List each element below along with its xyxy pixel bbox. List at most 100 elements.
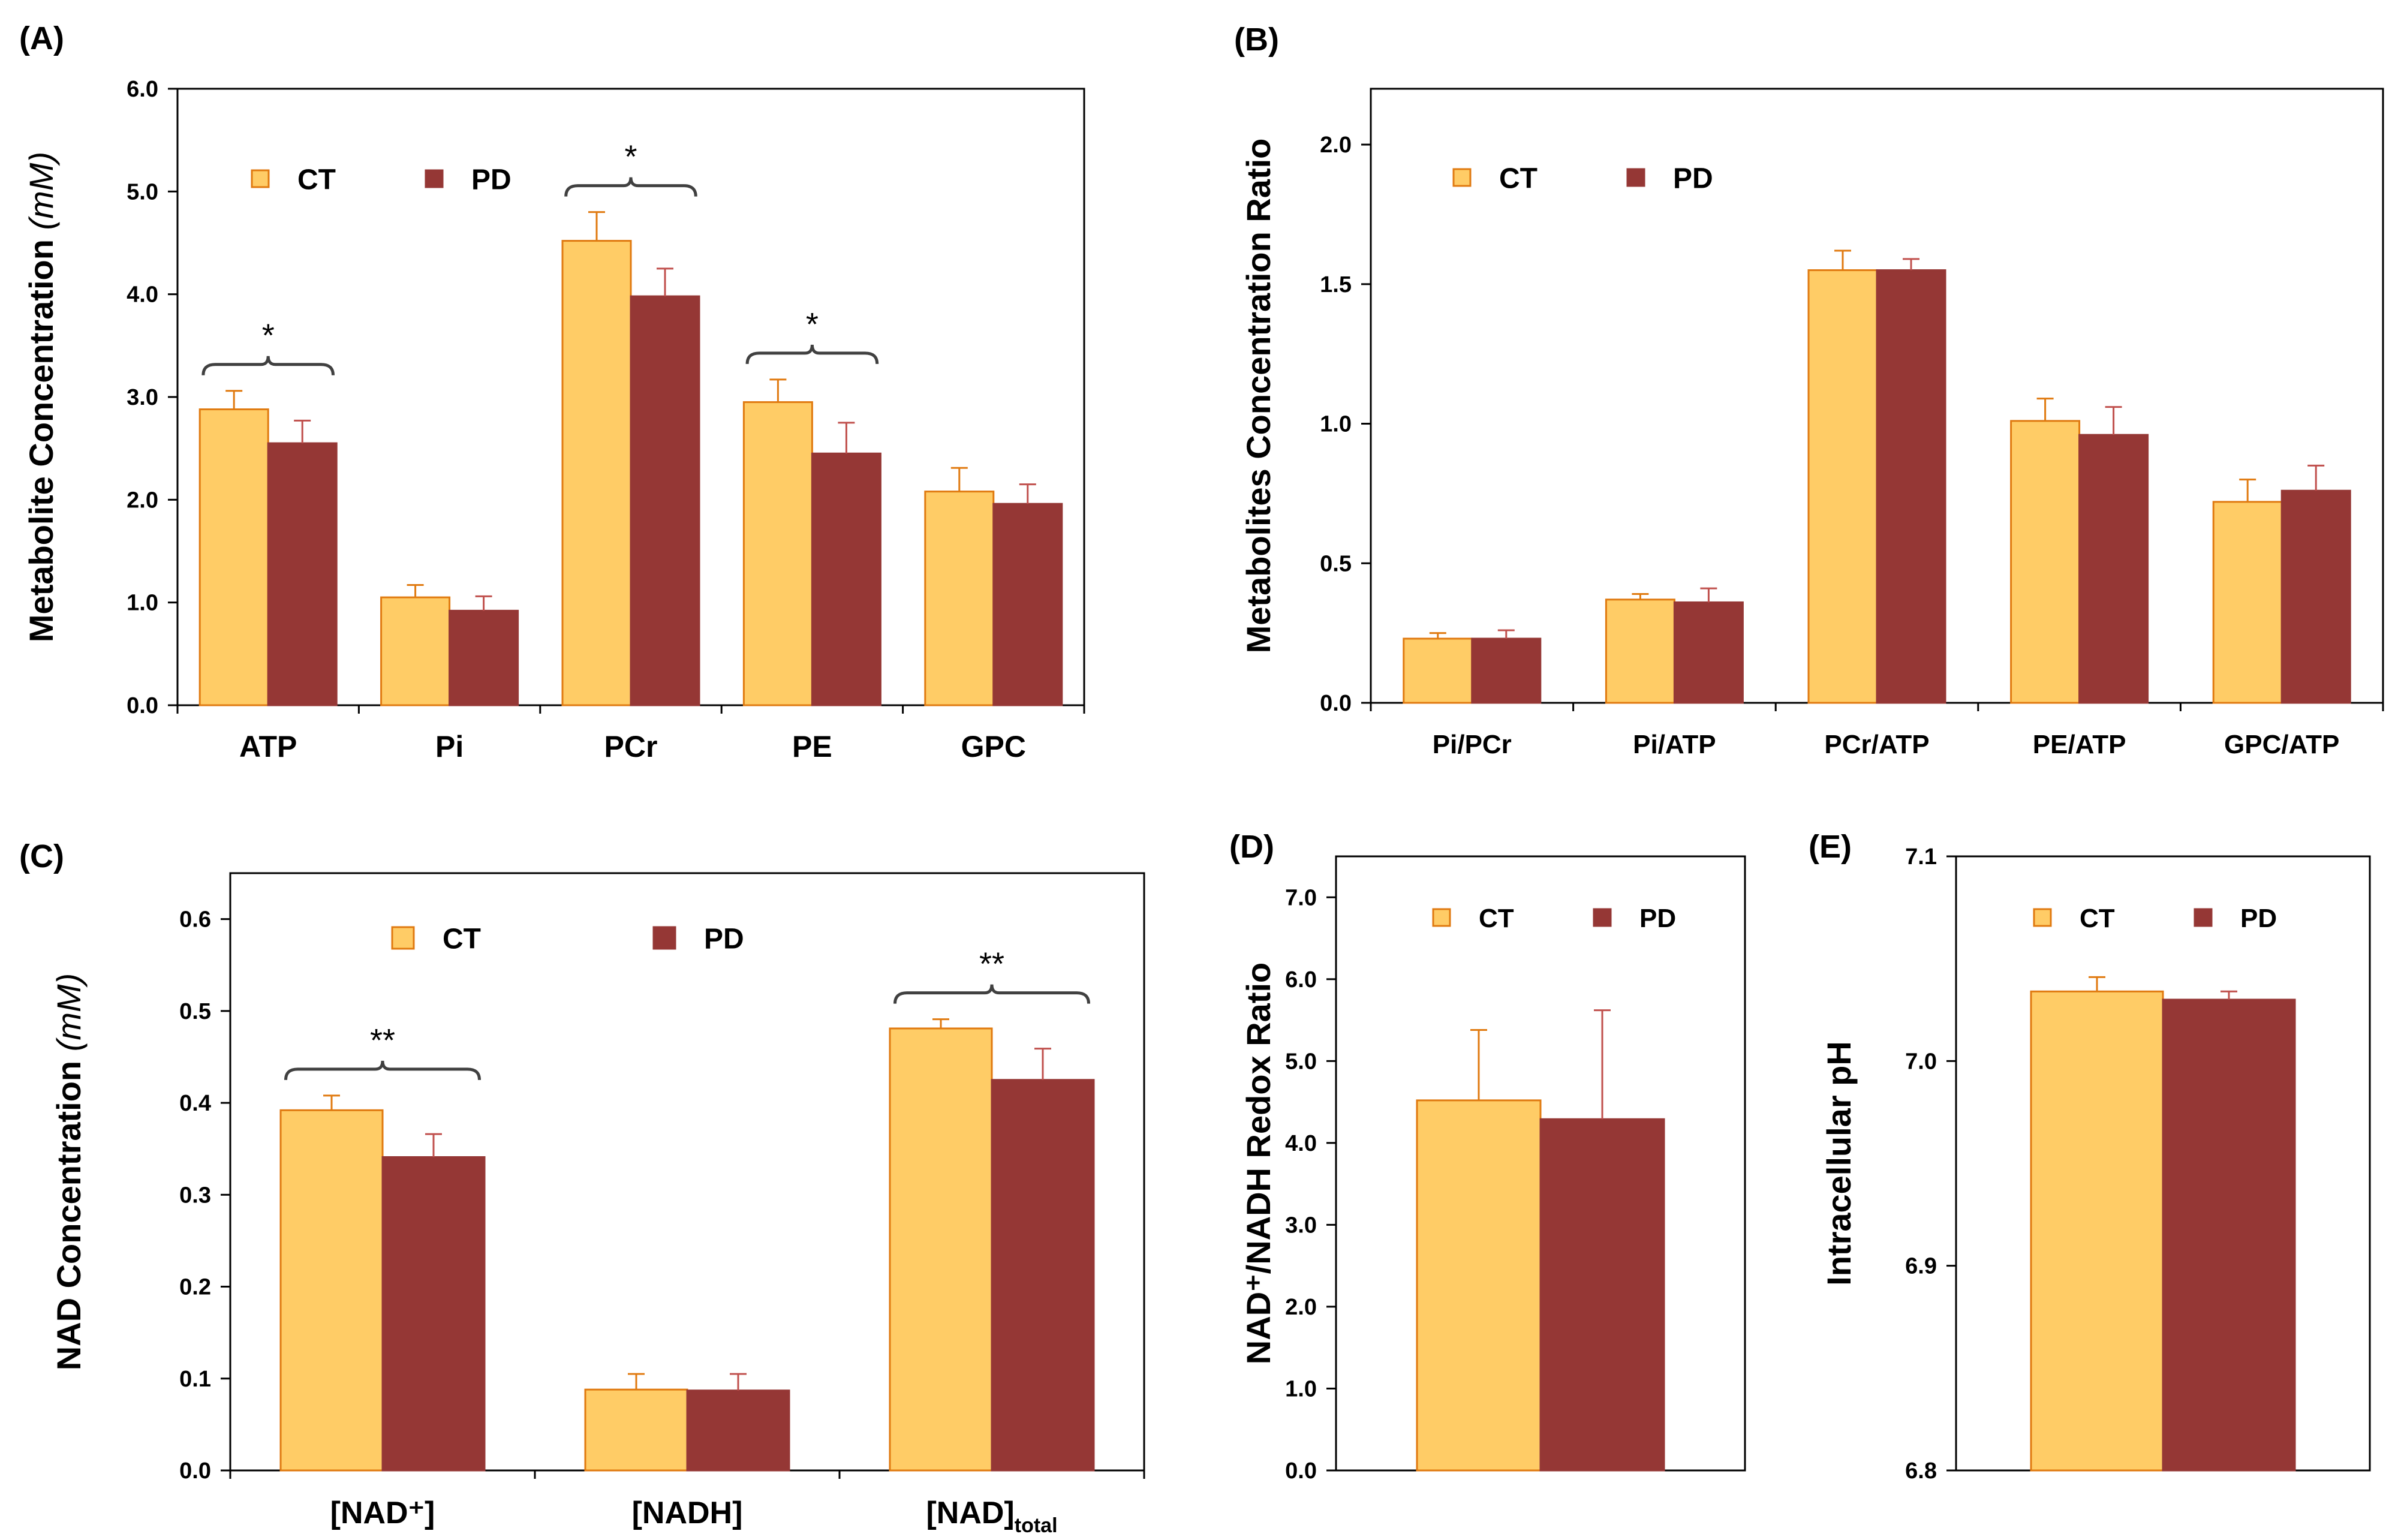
- bar-ct: [2212, 501, 2283, 704]
- legend-label-pd: PD: [2240, 904, 2277, 933]
- panel-b: (B) 0.0 0.5 1.0 1.5 2.0 Metabolites Concentrat…: [1234, 22, 2384, 759]
- y-tick-label: 2.0: [127, 488, 158, 513]
- bar-pd: [2280, 489, 2351, 704]
- bar-ct: [561, 240, 632, 706]
- panel-label: (D): [1229, 829, 1274, 865]
- x-tick-label: Pi/ATP: [1633, 730, 1716, 759]
- legend-swatch-pd: [425, 169, 444, 188]
- y-tick-label: 7.0: [1285, 885, 1317, 910]
- legend-swatch-pd: [652, 926, 676, 950]
- legend-label-ct: CT: [2080, 904, 2115, 933]
- y-axis-title: Metabolite Concentration: [22, 239, 60, 642]
- y-tick-label: 0.0: [1285, 1458, 1317, 1484]
- y-tick-label: 0.1: [179, 1367, 211, 1392]
- bar-ct: [1807, 269, 1878, 704]
- y-tick-label: 4.0: [127, 282, 158, 308]
- y-tick-label: 7.1: [1905, 844, 1937, 870]
- legend-swatch-ct: [391, 926, 415, 950]
- y-tick-label: 1.5: [1320, 272, 1352, 297]
- significance-marker: *: [262, 318, 275, 354]
- legend-label-ct: CT: [1499, 163, 1538, 194]
- legend-label-pd: PD: [1639, 904, 1676, 933]
- legend: CT PD: [251, 164, 512, 195]
- significance-bracket: [201, 356, 335, 375]
- y-tick-label: 0.4: [179, 1091, 211, 1116]
- bar-ct: [1605, 598, 1675, 704]
- y-axis-label: Intracellular pH: [1820, 1041, 1858, 1286]
- legend-swatch-pd: [1593, 908, 1612, 927]
- y-tick-label: 2.0: [1285, 1295, 1317, 1320]
- x-tick-label: [NADH]: [632, 1496, 743, 1530]
- y-tick-label: 6.8: [1905, 1458, 1937, 1484]
- bar-ct: [924, 491, 995, 706]
- y-axis-label: NAD⁺/NADH Redox Ratio: [1239, 962, 1277, 1364]
- panel-label: (B): [1234, 22, 1279, 58]
- y-tick-label: 2.0: [1320, 133, 1352, 158]
- y-tick-label: 6.0: [1285, 967, 1317, 992]
- bar-pd: [381, 1156, 486, 1472]
- bar-ct: [380, 596, 451, 706]
- bar-pd: [991, 1079, 1095, 1472]
- y-tick-label: 7.0: [1905, 1049, 1937, 1074]
- x-tick-label: PE: [792, 730, 832, 763]
- y-tick-label: 6.0: [127, 77, 158, 102]
- bar-ct: [198, 408, 269, 706]
- x-tick-label: GPC: [961, 730, 1026, 763]
- bar-pd: [1539, 1118, 1665, 1472]
- legend-label-ct: CT: [1479, 904, 1514, 933]
- y-axis-label: NAD Concentration (mM): [50, 973, 88, 1371]
- bar-ct: [742, 401, 813, 706]
- panel-e: (E) 6.8 6.9 7.0 7.1 Intracellular pH CT PD: [1809, 829, 2371, 1484]
- legend-label-pd: PD: [471, 164, 512, 195]
- bar-ct: [584, 1388, 688, 1472]
- bar-pd: [992, 503, 1063, 706]
- x-tick-label: GPC/ATP: [2224, 730, 2339, 759]
- bar-ct: [2030, 990, 2164, 1472]
- y-axis-unit: (mM): [50, 973, 88, 1061]
- bar-ct: [1416, 1099, 1542, 1472]
- x-tick-label: [NAD⁺]: [330, 1496, 435, 1530]
- legend-swatch-pd: [1626, 168, 1645, 187]
- y-axis-title: NAD Concentration: [50, 1061, 88, 1370]
- y-tick-label: 0.0: [179, 1458, 211, 1484]
- y-tick-label: 3.0: [127, 385, 158, 410]
- significance-bracket: [284, 1060, 481, 1080]
- y-axis-title: Metabolites Concentration Ratio: [1239, 139, 1277, 654]
- bar-pd: [449, 609, 519, 706]
- y-tick-label: 3.0: [1285, 1213, 1317, 1238]
- bar-pd: [686, 1389, 790, 1472]
- panel-c: (C) 0.0 0.1 0.2 0.3 0.4 0.5 0.6 NAD Concentratio…: [19, 838, 1145, 1537]
- x-tick-label: Pi: [435, 730, 464, 763]
- bar-pd: [267, 442, 338, 706]
- y-axis-label: Metabolites Concentration Ratio: [1239, 139, 1277, 654]
- y-axis-title: Intracellular pH: [1820, 1041, 1858, 1286]
- legend: CT PD: [2033, 904, 2277, 933]
- x-tick-label: ATP: [239, 730, 297, 763]
- significance-marker: **: [979, 946, 1004, 982]
- panel-a: (A) 0.0 1.0 2.0 3.0 4.0 5.0 6.0 Metabolite Conce…: [19, 20, 1085, 763]
- legend-label-pd: PD: [1673, 163, 1713, 194]
- bar-pd: [2078, 434, 2149, 704]
- bar-pd: [1876, 269, 1946, 704]
- legend-label-ct: CT: [443, 923, 481, 955]
- bar-pd: [2162, 998, 2296, 1472]
- y-tick-label: 0.0: [1320, 691, 1352, 716]
- legend-swatch-ct: [1432, 908, 1451, 927]
- bar-pd: [630, 295, 700, 706]
- bar-pd: [1673, 601, 1744, 704]
- bar-ct: [1403, 637, 1473, 704]
- bar-pd: [1471, 637, 1542, 704]
- legend-label-pd: PD: [704, 923, 744, 955]
- legend: CT PD: [1452, 163, 1713, 194]
- bar-ct: [279, 1109, 384, 1472]
- y-tick-label: 0.5: [1320, 551, 1352, 576]
- legend: CT PD: [391, 923, 744, 955]
- legend: CT PD: [1432, 904, 1676, 933]
- significance-bracket: [745, 344, 879, 365]
- y-tick-label: 0.6: [179, 907, 211, 933]
- y-tick-label: 0.5: [179, 999, 211, 1024]
- panel-label: (C): [19, 838, 64, 874]
- bar-pd: [811, 452, 881, 706]
- legend-swatch-ct: [2033, 908, 2052, 927]
